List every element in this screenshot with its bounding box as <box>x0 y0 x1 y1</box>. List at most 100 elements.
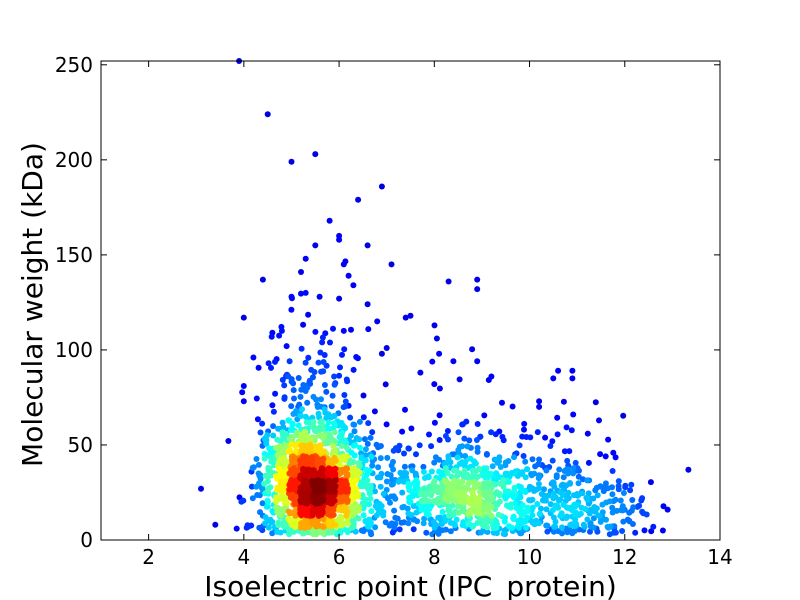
data-point <box>322 409 329 416</box>
data-point <box>366 467 373 474</box>
data-point <box>336 515 343 522</box>
data-point <box>453 516 460 523</box>
data-point <box>489 463 496 470</box>
data-point <box>318 418 325 425</box>
data-point <box>303 419 310 426</box>
data-point <box>508 501 515 508</box>
data-point <box>279 376 286 383</box>
data-point <box>431 419 438 426</box>
data-point <box>555 367 562 374</box>
data-point <box>409 467 416 474</box>
x-tick-label: 4 <box>237 545 250 569</box>
data-point <box>524 466 530 473</box>
data-point <box>353 477 360 484</box>
data-point <box>305 311 312 318</box>
data-point <box>392 495 399 502</box>
data-point <box>484 502 491 509</box>
data-point <box>288 158 295 165</box>
data-point <box>291 395 297 402</box>
data-point <box>377 506 384 513</box>
data-point <box>259 500 266 507</box>
data-point <box>615 478 622 485</box>
data-point <box>401 450 407 457</box>
data-point <box>307 449 314 456</box>
data-point <box>286 470 293 477</box>
data-point <box>302 447 309 454</box>
data-point <box>572 509 579 516</box>
data-point <box>447 528 454 535</box>
data-point <box>396 526 403 533</box>
data-point <box>248 483 255 490</box>
data-point <box>420 463 427 470</box>
data-point <box>488 373 495 380</box>
data-point <box>348 524 355 531</box>
axis-ticks: 2 4 6 8 10 12 14 0 50 100 150 200 250 <box>55 53 733 569</box>
data-point <box>367 519 374 526</box>
data-point <box>397 469 404 476</box>
data-point <box>328 403 335 410</box>
data-point <box>273 498 280 505</box>
data-point <box>286 510 293 517</box>
y-tick-label: 200 <box>55 148 93 172</box>
data-point <box>266 465 273 472</box>
data-point <box>336 295 343 302</box>
data-point <box>580 521 587 528</box>
data-point <box>617 497 624 504</box>
data-point <box>339 497 346 504</box>
data-point <box>383 421 390 428</box>
data-point <box>261 455 268 462</box>
data-point <box>428 443 435 450</box>
data-point <box>274 509 281 515</box>
data-point <box>384 454 391 461</box>
data-point <box>561 448 568 455</box>
data-point <box>474 444 481 451</box>
data-point <box>490 525 497 531</box>
data-point <box>353 435 360 441</box>
data-point <box>382 381 389 388</box>
data-point <box>245 523 252 530</box>
data-point <box>372 524 379 531</box>
data-point <box>584 477 591 484</box>
data-point <box>436 412 443 419</box>
data-point <box>492 431 499 438</box>
data-point <box>326 431 333 438</box>
data-point <box>461 489 468 496</box>
data-point <box>272 358 278 365</box>
data-point <box>488 494 495 501</box>
data-point <box>286 358 293 365</box>
data-point <box>632 529 639 536</box>
data-point <box>278 446 285 453</box>
data-point <box>429 358 436 365</box>
data-point <box>432 454 439 461</box>
data-point <box>510 515 517 522</box>
data-point <box>274 528 281 535</box>
data-point <box>609 484 615 491</box>
y-tick-label: 50 <box>68 433 93 457</box>
data-point <box>300 382 307 388</box>
data-point <box>417 369 424 376</box>
data-point <box>535 481 542 487</box>
data-point <box>327 488 334 495</box>
data-point <box>511 492 518 499</box>
data-point <box>239 389 246 396</box>
data-point <box>619 507 626 514</box>
data-point <box>521 420 528 427</box>
data-point <box>456 376 463 383</box>
data-point <box>269 530 276 537</box>
data-point <box>563 424 570 431</box>
data-point <box>296 401 303 408</box>
x-tick-label: 14 <box>707 545 732 569</box>
data-point <box>331 422 338 429</box>
data-point <box>536 403 543 410</box>
data-point <box>392 445 399 452</box>
data-point <box>447 459 454 466</box>
data-point <box>465 480 472 487</box>
data-point <box>400 503 407 510</box>
data-point <box>298 345 305 352</box>
data-point <box>536 520 542 527</box>
data-point <box>319 334 326 341</box>
data-point <box>488 429 495 436</box>
data-point <box>436 350 443 357</box>
data-point <box>360 392 367 399</box>
data-point <box>460 494 467 501</box>
